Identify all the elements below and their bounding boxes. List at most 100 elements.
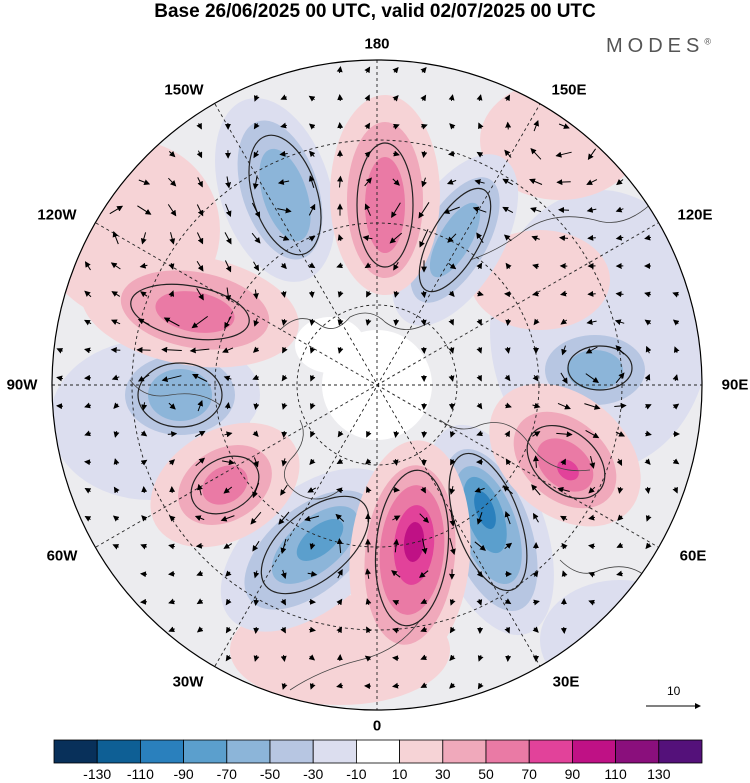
wind-arrow [337, 94, 344, 102]
wind-arrow [672, 374, 679, 382]
wind-arrow [196, 260, 204, 272]
wind-arrow [556, 179, 571, 186]
wind-arrow [472, 206, 487, 213]
wind-arrow [253, 654, 260, 662]
wind-arrow [420, 682, 428, 688]
wind-arrow [277, 179, 290, 185]
wind-arrow [449, 431, 456, 438]
wind-arrow [421, 123, 428, 130]
wind-arrow [585, 346, 598, 354]
wind-arrow [223, 543, 233, 549]
wind-arrow [141, 402, 148, 411]
wind-arrow [615, 206, 624, 213]
wind-arrow [557, 402, 571, 410]
wind-arrow [644, 373, 651, 382]
wind-arrow [560, 290, 568, 297]
wind-arrow [560, 626, 567, 634]
wind-arrow [167, 204, 177, 217]
wind-arrow [137, 374, 150, 382]
wind-arrow [615, 431, 625, 437]
wind-arrow [614, 319, 625, 326]
wind-arrow [420, 94, 427, 102]
wind-arrow [337, 318, 344, 326]
wind-arrow [364, 151, 371, 158]
wind-arrow [140, 459, 148, 466]
wind-arrow [672, 319, 680, 326]
wind-arrow [309, 683, 316, 690]
wind-arrow [364, 94, 370, 102]
wind-arrow [644, 458, 651, 465]
colorbar-tick-label: 10 [391, 766, 408, 782]
colorbar-cells [53, 739, 703, 764]
wind-arrow [280, 484, 288, 496]
colorbar-tick-label: 70 [521, 766, 537, 782]
wind-arrow [561, 345, 567, 356]
wind-arrow [392, 515, 401, 522]
wind-arrow [419, 229, 429, 248]
wind-arrow [586, 318, 597, 325]
wind-arrow [308, 203, 316, 216]
wind-arrow [560, 318, 568, 325]
wind-arrow [225, 598, 232, 606]
colorbar-cell [183, 739, 228, 764]
wind-arrow [308, 235, 316, 242]
wind-arrow [644, 430, 652, 437]
label-150e: 150E [551, 81, 587, 99]
wind-arrow [529, 178, 543, 185]
wind-arrow [309, 542, 316, 550]
wind-arrow [504, 510, 511, 525]
wind-arrow [280, 538, 287, 554]
label-30w: 30W [172, 673, 204, 691]
label-90w: 90W [6, 376, 38, 394]
wind-arrow [474, 487, 485, 493]
wind-arrow [476, 599, 483, 606]
wind-arrow [168, 598, 176, 605]
wind-arrow [392, 95, 399, 102]
wind-arrow [84, 290, 92, 298]
colorbar-tick-label: -70 [216, 766, 237, 782]
wind-arrow [504, 94, 510, 102]
wind-arrow [532, 455, 539, 468]
wind-arrow [588, 543, 596, 550]
wind-arrow [109, 205, 124, 215]
colorbar-cell [528, 739, 573, 764]
wind-arrow [532, 263, 540, 270]
wind-arrow [251, 232, 261, 244]
wind-arrow [449, 537, 456, 555]
label-150w: 150W [164, 81, 204, 99]
wind-arrow [588, 486, 596, 494]
wind-arrow [585, 373, 600, 383]
colorbar-cell [269, 739, 314, 764]
wind-arrow [504, 346, 511, 354]
wind-arrow [474, 179, 485, 185]
wind-arrow [141, 515, 148, 522]
wind-arrow [420, 290, 427, 299]
wind-arrow [224, 431, 233, 438]
wind-arrow [448, 94, 455, 102]
wind-arrow [533, 119, 539, 132]
wind-arrow [280, 626, 286, 634]
wind-arrow [476, 347, 483, 354]
positive-anomaly-lobes [81, 95, 641, 670]
wind-arrow [644, 291, 652, 298]
colorbar-tick-label: -110 [126, 766, 154, 782]
wind-arrow [112, 230, 119, 245]
wind-arrow [448, 346, 455, 354]
colorbar-cell [572, 739, 617, 764]
wind-arrow [476, 512, 483, 525]
anomaly-field [52, 60, 702, 710]
wind-arrow [476, 94, 483, 102]
wind-arrow [225, 176, 232, 189]
wind-arrow [224, 260, 232, 273]
wind-arrow [140, 291, 148, 298]
wind-arrow [163, 317, 180, 327]
wind-arrow [392, 178, 400, 186]
wind-arrow [532, 626, 539, 633]
wind-arrow [584, 403, 601, 410]
wind-arrow [392, 458, 399, 466]
wind-arrow [84, 488, 92, 494]
wind-arrow [282, 346, 288, 354]
wind-arrow [336, 538, 343, 554]
wind-arrow [309, 403, 316, 410]
wind-arrow [532, 431, 541, 437]
